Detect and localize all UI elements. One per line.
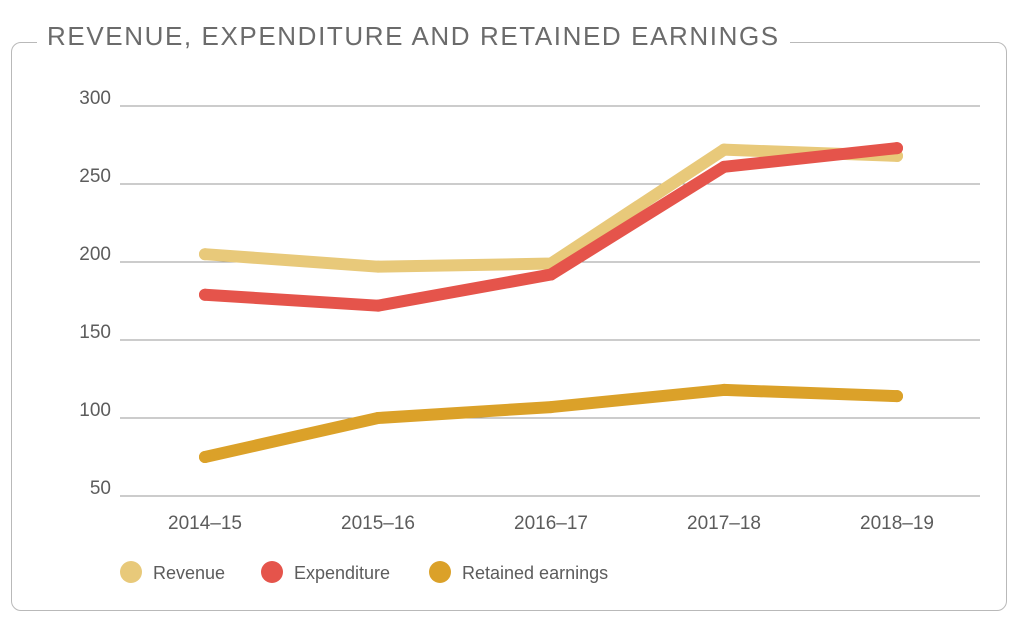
data-point-expenditure-0 (199, 288, 211, 301)
x-tick-label-4: 2018–19 (860, 513, 934, 534)
data-point-revenue-1 (372, 260, 384, 273)
x-tick-label-3: 2017–18 (687, 513, 761, 534)
chart-title: REVENUE, EXPENDITURE AND RETAINED EARNIN… (37, 20, 790, 52)
data-point-retained-earnings-4 (891, 390, 903, 403)
legend-label-revenue: Revenue (153, 563, 225, 583)
y-tick-label-100: 100 (79, 400, 111, 421)
x-tick-label-1: 2015–16 (341, 513, 415, 534)
data-point-expenditure-4 (891, 142, 903, 155)
data-point-revenue-0 (199, 248, 211, 261)
legend-marker-expenditure (261, 561, 283, 583)
y-tick-label-200: 200 (79, 244, 111, 265)
data-point-expenditure-3 (718, 160, 730, 173)
data-point-expenditure-1 (372, 299, 384, 312)
legend-marker-retained-earnings (429, 561, 451, 583)
legend-label-expenditure: Expenditure (294, 563, 390, 583)
y-tick-label-50: 50 (90, 478, 111, 499)
series-line-retained-earnings (199, 383, 903, 463)
data-point-revenue-3 (718, 143, 730, 156)
data-point-retained-earnings-2 (545, 401, 557, 414)
series-line-revenue (199, 143, 903, 273)
legend-label-retained-earnings: Retained earnings (462, 563, 608, 583)
legend-marker-revenue (120, 561, 142, 583)
data-point-expenditure-2 (545, 268, 557, 281)
x-tick-label-0: 2014–15 (168, 513, 242, 534)
data-point-retained-earnings-3 (718, 383, 730, 396)
y-tick-label-250: 250 (79, 166, 111, 187)
y-tick-label-300: 300 (79, 88, 111, 109)
y-tick-label-150: 150 (79, 322, 111, 343)
x-tick-label-2: 2016–17 (514, 513, 588, 534)
series-line-expenditure (199, 142, 903, 312)
data-point-retained-earnings-0 (199, 451, 211, 463)
data-point-retained-earnings-1 (372, 412, 384, 424)
